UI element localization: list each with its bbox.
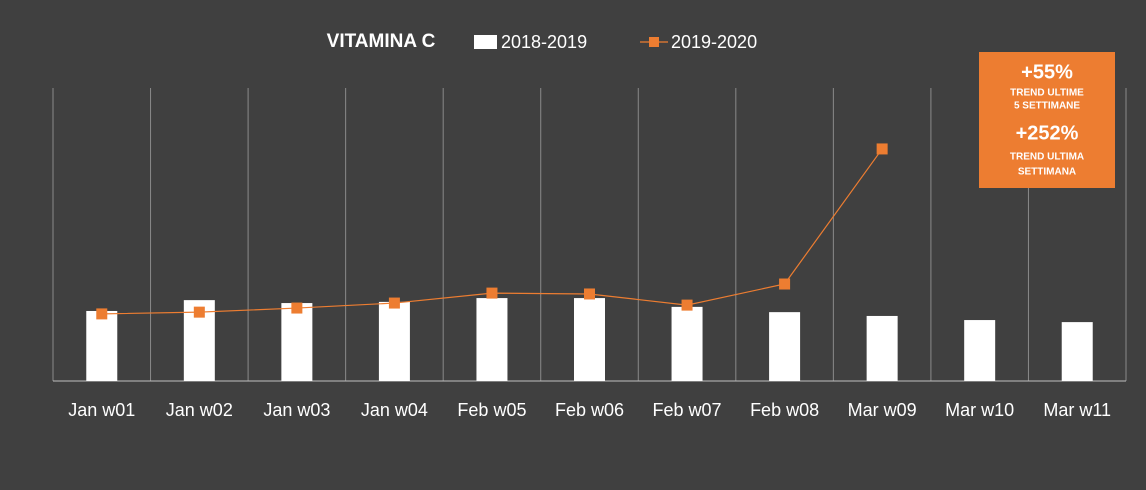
- bar: [86, 310, 118, 381]
- bar: [574, 298, 605, 381]
- legend-label: 2019-2020: [671, 32, 757, 52]
- marker: [388, 297, 400, 309]
- marker: [681, 299, 693, 311]
- x-tick-label: Mar w11: [1043, 400, 1111, 420]
- x-tick-label: Jan w03: [263, 400, 330, 420]
- marker: [96, 308, 108, 320]
- x-tick-label: Jan w02: [166, 400, 233, 420]
- marker: [486, 287, 498, 299]
- bar: [281, 303, 313, 381]
- annotation-text: TREND ULTIME: [1010, 88, 1084, 99]
- legend-swatch: [474, 35, 497, 49]
- x-tick-label: Feb w07: [653, 400, 722, 420]
- bar: [769, 312, 801, 381]
- x-tick-label: Jan w01: [68, 400, 135, 420]
- bar: [476, 298, 508, 381]
- bar: [671, 306, 703, 381]
- marker: [876, 143, 888, 155]
- marker: [584, 288, 595, 300]
- annotation-text: SETTIMANA: [1018, 167, 1076, 178]
- marker: [193, 306, 205, 318]
- marker: [779, 278, 791, 290]
- legend-swatch: [649, 37, 659, 47]
- annotation-text: +55%: [1021, 61, 1073, 83]
- annotation-text: TREND ULTIMA: [1010, 152, 1084, 163]
- x-tick-label: Jan w04: [361, 400, 428, 420]
- bar: [1061, 322, 1093, 381]
- bar: [866, 315, 898, 381]
- x-tick-label: Feb w05: [457, 400, 526, 420]
- annotation-box: [979, 52, 1115, 188]
- x-tick-label: Mar w10: [945, 400, 1014, 420]
- marker: [291, 302, 303, 314]
- legend-label: 2018-2019: [501, 32, 587, 52]
- x-tick-label: Feb w08: [750, 400, 819, 420]
- bar: [378, 301, 410, 381]
- x-tick-label: Mar w09: [848, 400, 917, 420]
- annotation-text: +252%: [1016, 122, 1079, 144]
- annotation-text: 5 SETTIMANE: [1014, 101, 1080, 112]
- chart-title: VITAMINA C: [327, 31, 436, 52]
- x-tick-label: Feb w06: [555, 400, 624, 420]
- bar: [964, 320, 996, 381]
